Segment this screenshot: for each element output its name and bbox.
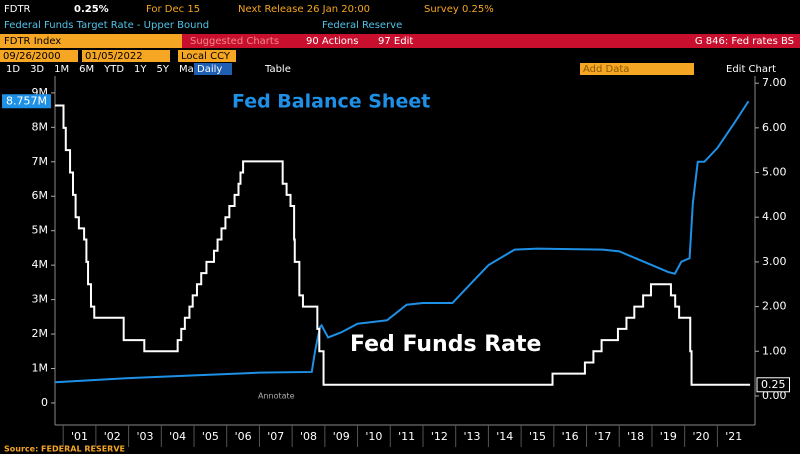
freq-box[interactable]: [194, 63, 232, 75]
series-line: [54, 100, 750, 384]
add-data-box[interactable]: [580, 63, 694, 75]
for-date: For Dec 15: [146, 4, 200, 15]
y2-tick-label: 1.00: [762, 344, 787, 357]
start-date[interactable]: 09/26/2000: [3, 51, 61, 62]
last-value-label: 8.757M: [6, 94, 47, 107]
x-tick-label: '14: [496, 430, 513, 443]
period-button[interactable]: 1Y: [134, 64, 147, 75]
period-button[interactable]: 1D: [6, 64, 20, 75]
currency[interactable]: Local CCY: [181, 51, 231, 62]
y-tick-label: 0: [41, 396, 48, 409]
y-tick-label: 2M: [32, 327, 49, 340]
x-tick-label: '12: [431, 430, 448, 443]
edit-chart[interactable]: Edit Chart: [726, 64, 776, 75]
x-tick-label: '06: [235, 430, 252, 443]
period-button[interactable]: 1M: [54, 64, 69, 75]
x-tick-label: '15: [529, 430, 546, 443]
y2-tick-label: 3.00: [762, 255, 787, 268]
x-tick-label: '11: [398, 430, 415, 443]
x-tick-label: '18: [627, 430, 644, 443]
x-tick-label: '03: [136, 430, 153, 443]
suggested-charts[interactable]: Suggested Charts: [190, 36, 279, 47]
x-tick-label: '02: [104, 430, 121, 443]
actions-menu[interactable]: 90 Actions: [306, 36, 358, 47]
y-tick-label: 6M: [32, 189, 49, 202]
x-tick-label: '13: [464, 430, 481, 443]
x-tick-label: '20: [693, 430, 710, 443]
last-value: 0.25%: [74, 4, 109, 15]
x-tick-label: '04: [169, 430, 186, 443]
table-button[interactable]: Table: [264, 64, 291, 75]
ccy-box[interactable]: [178, 50, 236, 62]
x-tick-label: '09: [333, 430, 350, 443]
x-tick-label: '10: [365, 430, 382, 443]
x-tick-label: '08: [300, 430, 317, 443]
frequency[interactable]: Daily: [197, 64, 222, 75]
description: Federal Funds Target Rate - Upper Bound: [4, 20, 209, 31]
annotation: Fed Balance Sheet: [232, 91, 430, 113]
index-box[interactable]: [0, 34, 182, 48]
period-button[interactable]: 5Y: [157, 64, 170, 75]
series-line: [55, 104, 751, 386]
x-tick-label: '16: [562, 430, 579, 443]
y2-tick-label: 4.00: [762, 210, 787, 223]
start-box[interactable]: [0, 50, 78, 62]
y-tick-label: 5M: [32, 224, 49, 237]
annotate-button[interactable]: Annotate: [258, 392, 295, 401]
plot: '01 '02 '03 '04 '05 '06 '07 '08 '09 '10 '11 '12 '13 '…: [2, 76, 790, 447]
x-tick-label: '19: [660, 430, 677, 443]
x-tick-label: '05: [202, 430, 219, 443]
add-data[interactable]: Add Data: [583, 64, 629, 75]
period-button[interactable]: Max: [179, 64, 200, 75]
next-release: Next Release 26 Jan 20:00: [238, 4, 370, 15]
last-value-box: [2, 94, 51, 109]
annotation: Fed Funds Rate: [350, 332, 541, 357]
survey: Survey 0.25%: [424, 4, 494, 15]
last-value-label: 0.25: [761, 378, 786, 391]
end-date[interactable]: 01/05/2022: [85, 51, 143, 62]
y-tick-label: 7M: [32, 155, 49, 168]
period-button[interactable]: 3D: [30, 64, 44, 75]
edit-menu[interactable]: 97 Edit: [378, 36, 413, 47]
y2-tick-label: 7.00: [762, 76, 787, 89]
ticker: FDTR: [4, 4, 31, 15]
menu-bar: [182, 34, 800, 48]
annotate-box[interactable]: [250, 390, 310, 402]
last-value-tag: 0.25: [756, 377, 790, 393]
y2-tick-label: 6.00: [762, 121, 787, 134]
source-name: Federal Reserve: [322, 20, 402, 31]
period-buttons: 1D 3D 1M 6M YTD 1Y 5Y Max: [6, 64, 200, 75]
end-box[interactable]: [82, 50, 170, 62]
y2-tick-label: 5.00: [762, 166, 787, 179]
source: Source: FEDERAL RESERVE: [4, 445, 125, 454]
y-tick-label: 4M: [32, 258, 49, 271]
index-name[interactable]: FDTR Index: [4, 36, 61, 47]
x-tick-label: '07: [267, 430, 284, 443]
graph-title: G 846: Fed rates BS: [695, 36, 794, 47]
period-button[interactable]: YTD: [103, 64, 124, 75]
x-tick-label: '17: [594, 430, 611, 443]
x-tick-label: '01: [71, 430, 88, 443]
last-value-box: [756, 377, 790, 393]
period-button[interactable]: 6M: [79, 64, 94, 75]
y-tick-label: 8M: [32, 120, 49, 133]
y-tick-label: 1M: [32, 361, 49, 374]
y-tick-label: 3M: [32, 293, 49, 306]
x-tick-label: '21: [725, 430, 742, 443]
y2-tick-label: 2.00: [762, 300, 787, 313]
last-value-tag: 8.757M: [2, 94, 51, 109]
